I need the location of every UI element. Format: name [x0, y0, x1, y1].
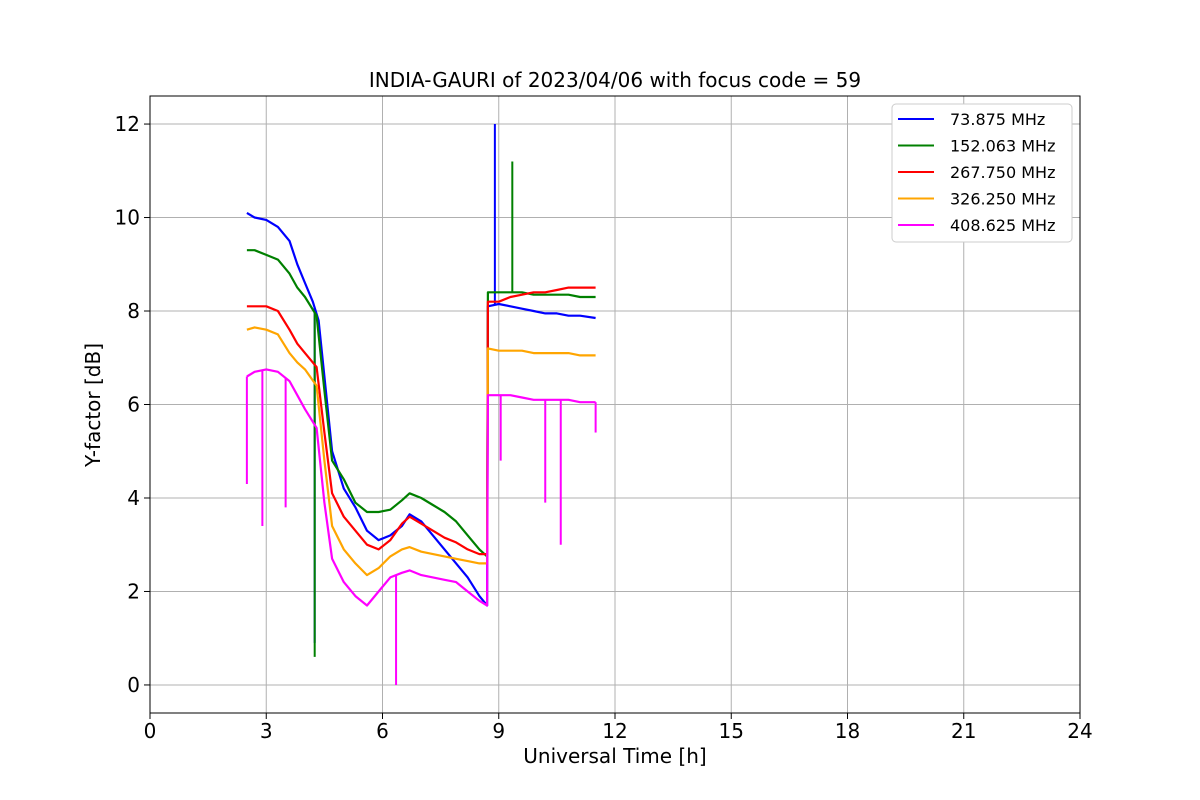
- series-line-1: [246, 211, 596, 607]
- x-axis-label: Universal Time [h]: [523, 744, 706, 768]
- x-tick-label: 0: [144, 719, 157, 743]
- y-tick-label: 8: [127, 299, 140, 323]
- grid-lines: [149, 96, 1081, 713]
- series-line-2: [246, 249, 596, 558]
- legend-label: 408.625 MHz: [950, 216, 1055, 235]
- y-axis-ticks: 0 2 4 6 8 10 12: [115, 112, 150, 697]
- x-tick-label: 18: [835, 719, 860, 743]
- x-tick-label: 6: [376, 719, 389, 743]
- y-tick-label: 2: [127, 579, 140, 603]
- x-tick-label: 3: [260, 719, 273, 743]
- y-tick-label: 0: [127, 673, 140, 697]
- x-tick-label: 12: [602, 719, 627, 743]
- chart-title: INDIA-GAURI of 2023/04/06 with focus cod…: [369, 68, 861, 92]
- x-tick-label: 9: [492, 719, 505, 743]
- legend: 73.875 MHz 152.063 MHz 267.750 MHz 326.250 …: [891, 103, 1073, 243]
- legend-label: 152.063 MHz: [950, 137, 1055, 156]
- series-line-5: [246, 368, 596, 607]
- legend-box: [891, 103, 1073, 243]
- y-tick-label: 12: [115, 112, 140, 136]
- x-axis-ticks: 0 3 6 9 12 15 18 21 24: [144, 713, 1093, 743]
- x-tick-label: 15: [719, 719, 744, 743]
- y-tick-label: 10: [115, 206, 140, 230]
- y-axis-label: Y-factor [dB]: [81, 343, 105, 468]
- y-tick-label: 4: [127, 486, 140, 510]
- legend-label: 73.875 MHz: [950, 110, 1045, 129]
- y-tick-label: 6: [127, 393, 140, 417]
- legend-label: 326.250 MHz: [950, 190, 1055, 209]
- series-layer: [245, 124, 597, 685]
- series-line-3: [246, 286, 596, 556]
- x-tick-label: 21: [951, 719, 976, 743]
- x-tick-label: 24: [1067, 719, 1092, 743]
- series-line-4: [246, 326, 596, 577]
- legend-label: 267.750 MHz: [950, 163, 1055, 182]
